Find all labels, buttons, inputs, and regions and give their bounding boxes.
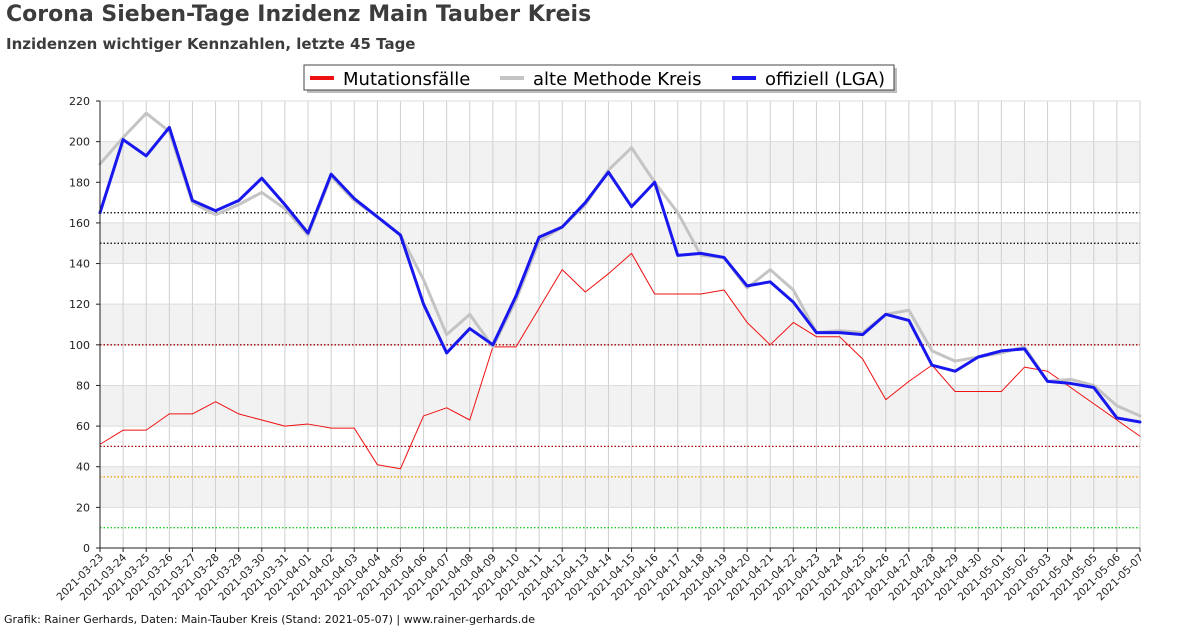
y-tick-label: 60 (76, 420, 90, 433)
chart-title: Corona Sieben-Tage Inzidenz Main Tauber … (6, 2, 592, 27)
axes (99, 101, 1140, 549)
y-tick-label: 0 (83, 542, 90, 555)
y-axis-ticks: 0 20 40 60 80 100 120 140 160 180 200 220 (69, 95, 100, 555)
background-band (100, 304, 1140, 345)
footer-credit: Grafik: Rainer Gerhards, Daten: Main-Tau… (4, 613, 536, 626)
y-tick-label: 200 (69, 136, 90, 149)
y-tick-label: 140 (69, 258, 90, 271)
y-tick-label: 20 (76, 501, 90, 514)
background-band (100, 466, 1140, 508)
legend: Mutationsfälle alte Methode Kreis offiziel… (303, 64, 897, 93)
data-series (98, 111, 1142, 470)
legend-label: alte Methode Kreis (533, 69, 701, 90)
vertical-gridlines (99, 101, 1141, 548)
y-tick-label: 100 (69, 339, 90, 352)
y-tick-label: 160 (69, 217, 90, 230)
y-tick-label: 180 (69, 176, 90, 189)
series-line (98, 111, 1142, 418)
y-tick-label: 80 (76, 379, 90, 392)
background-band (100, 385, 1140, 427)
background-band (100, 141, 1140, 183)
legend-label: Mutationsfälle (343, 69, 470, 90)
y-tick-label: 40 (76, 461, 90, 474)
background-bands (100, 141, 1140, 508)
background-band (100, 222, 1140, 264)
legend-box (303, 64, 895, 91)
series-line (99, 252, 1141, 470)
y-tick-label: 120 (69, 298, 90, 311)
chart-subtitle: Inzidenzen wichtiger Kennzahlen, letzte … (6, 35, 416, 53)
legend-label: offiziell (LGA) (765, 69, 885, 90)
series-line (98, 125, 1142, 424)
y-tick-label: 220 (69, 95, 90, 108)
x-axis-ticks: 2021-03-232021-03-242021-03-252021-03-26… (54, 548, 1146, 603)
